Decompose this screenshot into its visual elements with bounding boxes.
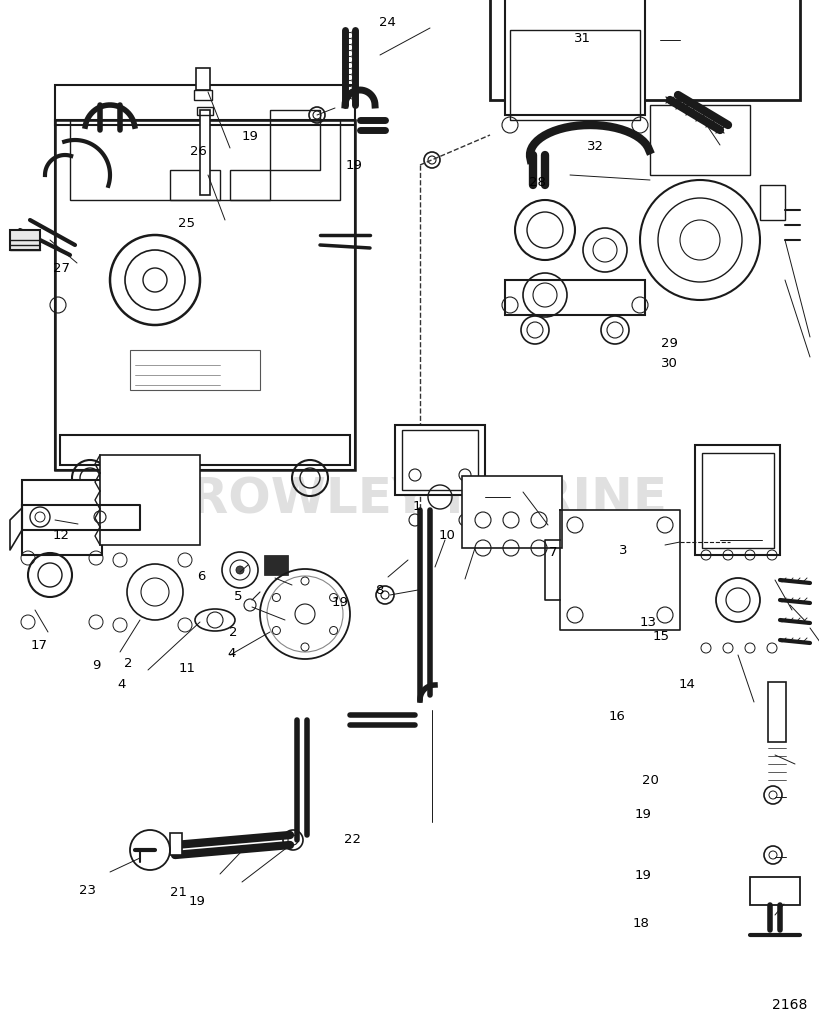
Text: 26: 26 — [190, 145, 206, 158]
Bar — [649, 105, 749, 175]
Text: 23: 23 — [79, 885, 96, 897]
Text: 2: 2 — [229, 627, 238, 639]
Bar — [170, 170, 219, 200]
Text: 21: 21 — [170, 887, 187, 899]
Text: 5: 5 — [233, 591, 242, 603]
Bar — [196, 68, 210, 90]
Text: 28: 28 — [528, 176, 545, 188]
Text: 1: 1 — [412, 501, 420, 513]
Text: 9: 9 — [93, 659, 101, 672]
Text: 19: 19 — [634, 808, 650, 820]
Text: 16: 16 — [608, 711, 624, 723]
Text: 24: 24 — [378, 16, 395, 29]
Text: 30: 30 — [660, 357, 676, 370]
Text: 15: 15 — [652, 631, 668, 643]
Bar — [170, 833, 182, 855]
Bar — [759, 185, 784, 220]
Bar — [70, 120, 340, 200]
Bar — [695, 445, 779, 555]
Bar — [490, 0, 799, 100]
Bar — [100, 455, 200, 545]
Bar — [130, 350, 260, 390]
Text: 8: 8 — [375, 585, 383, 597]
Text: 14: 14 — [678, 678, 695, 690]
Text: 19: 19 — [634, 869, 650, 882]
Bar — [55, 85, 355, 125]
Text: 3: 3 — [618, 545, 627, 557]
Text: 31: 31 — [573, 33, 590, 45]
Bar — [767, 682, 785, 742]
Text: 17: 17 — [31, 639, 48, 651]
Bar — [200, 110, 210, 195]
Bar — [505, 280, 645, 315]
Text: 19: 19 — [188, 895, 205, 907]
Bar — [10, 230, 40, 250]
Text: 2168: 2168 — [771, 998, 807, 1012]
Bar — [395, 425, 484, 495]
Text: 22: 22 — [344, 834, 360, 846]
Text: 25: 25 — [179, 217, 195, 229]
Bar — [749, 877, 799, 905]
Text: 7: 7 — [549, 547, 557, 559]
Bar — [505, 0, 645, 115]
Text: 19: 19 — [332, 596, 348, 608]
Bar — [264, 555, 287, 575]
Text: 18: 18 — [632, 918, 649, 930]
Text: 32: 32 — [586, 140, 603, 153]
Bar — [55, 120, 355, 470]
Text: 11: 11 — [179, 663, 195, 675]
Bar — [229, 170, 269, 200]
Bar — [60, 435, 350, 465]
Bar — [401, 430, 477, 490]
Text: 20: 20 — [641, 774, 658, 786]
Bar — [197, 106, 213, 115]
Bar — [461, 476, 561, 548]
Bar — [22, 480, 102, 555]
Polygon shape — [559, 510, 679, 630]
Text: 4: 4 — [227, 647, 235, 659]
Text: 27: 27 — [53, 262, 70, 274]
Text: 19: 19 — [242, 130, 258, 142]
Bar — [701, 453, 773, 548]
Text: 2: 2 — [124, 657, 133, 670]
Bar — [194, 90, 212, 100]
Text: CROWLEY MARINE: CROWLEY MARINE — [153, 476, 666, 524]
Text: 13: 13 — [639, 616, 655, 629]
Text: 29: 29 — [660, 337, 676, 349]
Text: 19: 19 — [346, 160, 362, 172]
Circle shape — [236, 566, 244, 574]
Text: 10: 10 — [438, 529, 455, 542]
Text: 4: 4 — [117, 678, 125, 690]
Bar — [269, 110, 319, 170]
Text: 6: 6 — [197, 570, 206, 583]
Bar — [55, 120, 355, 470]
Bar — [509, 30, 639, 120]
Text: 12: 12 — [53, 529, 70, 542]
